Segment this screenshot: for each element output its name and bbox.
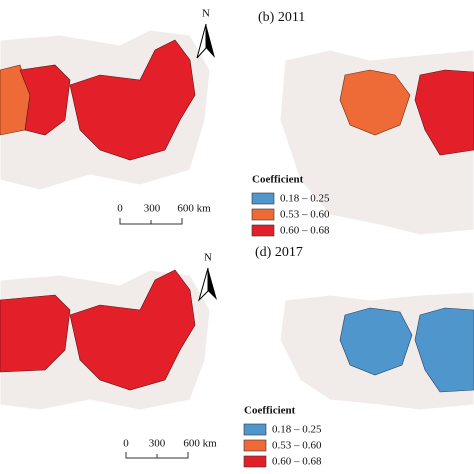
- legend-label: 0.60 – 0.68: [272, 456, 322, 468]
- panel-label: (d) 2017: [255, 245, 303, 260]
- map-d: [279, 291, 474, 411]
- map-c: [0, 269, 211, 411]
- north-arrow: [206, 24, 215, 58]
- legend-label: 0.18 – 0.25: [280, 193, 330, 205]
- legend-label: 0.60 – 0.68: [280, 225, 330, 237]
- legend-label: 0.18 – 0.25: [272, 424, 322, 436]
- scale-label: 600 km: [177, 203, 211, 215]
- legend-title: Coefficient: [244, 405, 296, 417]
- north-arrow: [198, 267, 209, 302]
- legend-swatch: [251, 208, 275, 221]
- scale-label: 600 km: [183, 438, 217, 450]
- scale-label: 300: [149, 438, 166, 450]
- panel-label: (b) 2011: [258, 10, 305, 25]
- north-label: N: [202, 8, 210, 20]
- legend-swatch: [251, 224, 275, 237]
- legend-swatch: [251, 192, 275, 205]
- legend-swatch: [243, 423, 267, 436]
- scale-label: 0: [123, 438, 129, 450]
- legend-label: 0.53 – 0.60: [272, 440, 322, 452]
- legend-title: Coefficient: [252, 174, 304, 186]
- map-b: [279, 49, 474, 236]
- legend-swatch: [243, 439, 267, 452]
- scale-label: 300: [144, 203, 161, 215]
- scale-bar: [119, 218, 183, 225]
- legend-label: 0.53 – 0.60: [280, 209, 330, 221]
- north-arrow: [208, 268, 217, 300]
- scale-label: 0: [117, 203, 123, 215]
- map-a: [0, 29, 211, 191]
- scale-bar: [125, 452, 189, 459]
- legend-swatch: [243, 455, 267, 468]
- north-label: N: [204, 252, 212, 264]
- north-arrow: [196, 23, 207, 59]
